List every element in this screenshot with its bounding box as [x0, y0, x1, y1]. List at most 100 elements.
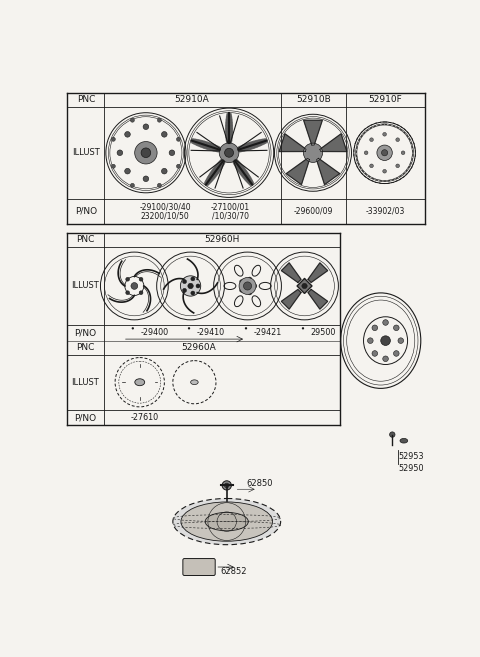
Polygon shape	[226, 130, 232, 131]
Polygon shape	[209, 143, 213, 150]
Circle shape	[372, 351, 378, 356]
Polygon shape	[215, 166, 221, 171]
Polygon shape	[207, 143, 211, 150]
Polygon shape	[227, 140, 232, 142]
Polygon shape	[212, 170, 218, 175]
Text: 62850: 62850	[246, 478, 273, 487]
Polygon shape	[216, 165, 221, 170]
Polygon shape	[226, 133, 232, 134]
Polygon shape	[216, 147, 219, 152]
Circle shape	[125, 131, 130, 137]
Polygon shape	[243, 173, 249, 178]
Polygon shape	[204, 183, 208, 186]
Circle shape	[248, 291, 252, 295]
Circle shape	[239, 277, 256, 294]
Text: 52910B: 52910B	[296, 95, 331, 104]
Circle shape	[132, 327, 134, 329]
Polygon shape	[205, 181, 209, 185]
Polygon shape	[250, 183, 254, 186]
Polygon shape	[226, 120, 232, 121]
Polygon shape	[237, 165, 242, 170]
Polygon shape	[234, 160, 239, 164]
Polygon shape	[198, 140, 201, 146]
Polygon shape	[234, 162, 240, 166]
Ellipse shape	[181, 502, 273, 541]
Circle shape	[139, 277, 143, 281]
Polygon shape	[226, 131, 232, 133]
Polygon shape	[202, 141, 205, 148]
Text: -29600/09: -29600/09	[294, 207, 333, 215]
Polygon shape	[217, 162, 223, 167]
Polygon shape	[286, 158, 310, 185]
Circle shape	[143, 124, 149, 129]
Circle shape	[383, 356, 388, 361]
Circle shape	[253, 284, 257, 288]
Polygon shape	[226, 124, 232, 125]
Polygon shape	[297, 279, 312, 294]
Text: ILLUST: ILLUST	[71, 378, 99, 387]
Polygon shape	[308, 290, 328, 309]
Polygon shape	[218, 147, 221, 152]
Polygon shape	[259, 140, 262, 145]
Polygon shape	[201, 141, 204, 147]
Polygon shape	[244, 174, 250, 179]
Polygon shape	[195, 139, 198, 145]
Polygon shape	[213, 168, 219, 173]
Circle shape	[368, 338, 373, 344]
Text: 52960A: 52960A	[181, 343, 216, 352]
Polygon shape	[257, 140, 260, 146]
Circle shape	[125, 168, 130, 174]
Circle shape	[126, 277, 130, 281]
Polygon shape	[226, 121, 232, 122]
Polygon shape	[236, 164, 241, 168]
Polygon shape	[226, 127, 232, 128]
Polygon shape	[218, 162, 224, 166]
Polygon shape	[262, 139, 264, 145]
Circle shape	[394, 325, 399, 330]
Text: -29400: -29400	[141, 328, 168, 338]
Polygon shape	[226, 137, 232, 139]
Circle shape	[182, 280, 187, 284]
Polygon shape	[281, 290, 301, 309]
Polygon shape	[226, 125, 232, 127]
Polygon shape	[245, 175, 250, 181]
Circle shape	[188, 283, 193, 288]
Polygon shape	[210, 144, 214, 150]
Text: 52953: 52953	[398, 451, 424, 461]
Circle shape	[131, 283, 138, 289]
Circle shape	[370, 164, 373, 168]
Circle shape	[139, 291, 143, 294]
Circle shape	[302, 283, 307, 288]
Ellipse shape	[135, 379, 144, 386]
Circle shape	[143, 176, 149, 181]
Circle shape	[383, 133, 386, 136]
Polygon shape	[260, 139, 263, 145]
Text: 52910F: 52910F	[369, 95, 402, 104]
Circle shape	[157, 118, 161, 122]
Text: PNC: PNC	[76, 343, 94, 352]
Circle shape	[240, 288, 243, 292]
Circle shape	[126, 291, 130, 294]
Polygon shape	[233, 159, 238, 163]
Polygon shape	[240, 146, 243, 151]
Text: 62852: 62852	[221, 567, 247, 576]
Circle shape	[191, 291, 195, 295]
Polygon shape	[241, 171, 247, 176]
FancyBboxPatch shape	[183, 558, 215, 576]
Circle shape	[180, 276, 201, 296]
Polygon shape	[206, 143, 210, 149]
Polygon shape	[192, 139, 195, 143]
Polygon shape	[241, 145, 245, 151]
Circle shape	[161, 168, 167, 174]
Polygon shape	[215, 146, 218, 151]
Circle shape	[248, 277, 252, 281]
Polygon shape	[246, 143, 249, 150]
Circle shape	[243, 282, 252, 290]
Circle shape	[111, 164, 115, 168]
Ellipse shape	[191, 380, 198, 384]
Polygon shape	[249, 181, 253, 185]
Circle shape	[377, 145, 392, 160]
Circle shape	[111, 137, 115, 141]
Polygon shape	[226, 122, 232, 124]
Circle shape	[225, 148, 234, 157]
